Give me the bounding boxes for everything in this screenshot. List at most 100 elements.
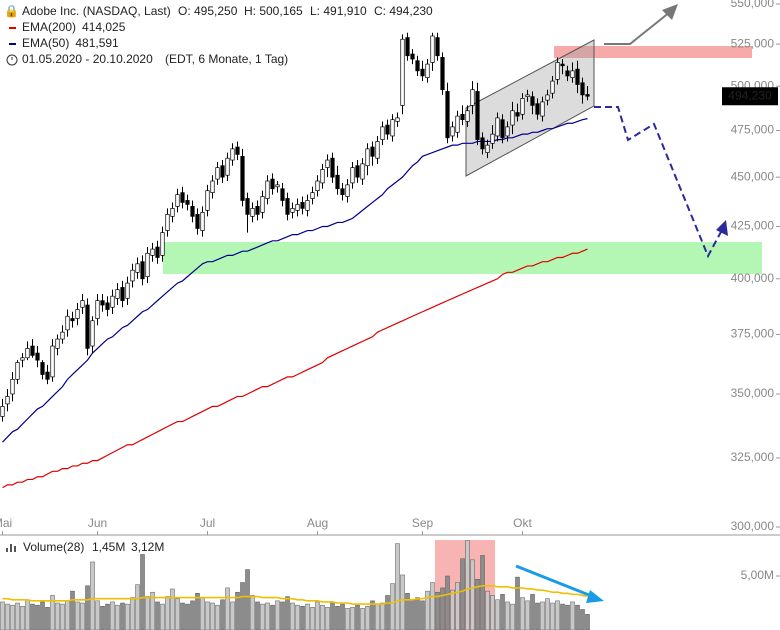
volume-bar: [315, 601, 320, 630]
volume-bar: [535, 602, 540, 630]
candle-body: [515, 112, 520, 117]
candle-body: [385, 124, 390, 135]
candle-body: [285, 198, 290, 215]
volume-bar: [105, 603, 110, 630]
volume-bar: [60, 603, 65, 630]
volume-bar: [380, 602, 385, 630]
volume-bar: [500, 594, 505, 630]
candle-body: [165, 214, 170, 231]
candle-body: [190, 206, 195, 217]
volume-bar: [125, 603, 130, 630]
candle-body: [355, 165, 360, 178]
candle-body: [575, 68, 580, 85]
volume-bar: [365, 606, 370, 630]
volume-title: Volume(28): [23, 540, 84, 554]
candle-body: [240, 155, 245, 201]
candle-body: [90, 320, 95, 347]
volume-bar: [345, 608, 350, 630]
volume-bar: [260, 603, 265, 630]
candle-body: [40, 362, 45, 375]
volume-bar: [250, 595, 255, 630]
volume-bar: [295, 604, 300, 630]
volume-bar: [95, 600, 100, 630]
lock-icon: 🔒: [4, 4, 19, 18]
y-tick-label: 375,000: [731, 327, 775, 341]
volume-bar: [70, 590, 75, 630]
candle-body: [60, 331, 65, 340]
volume-bar: [265, 602, 270, 630]
volume-bar: [395, 543, 400, 630]
volume-bar: [455, 582, 460, 630]
y-tick-label: 350,000: [731, 386, 775, 400]
volume-bar: [405, 593, 410, 630]
volume-arrow: [515, 564, 595, 599]
volume-icon: [14, 546, 16, 552]
candle-body: [470, 89, 475, 106]
volume-bar: [245, 569, 250, 630]
last-price-box: [722, 87, 778, 106]
candle-body: [450, 126, 455, 137]
low-label: L: 491,910: [310, 4, 367, 18]
y-tick-label: 475,000: [731, 123, 775, 137]
volume-bar: [390, 583, 395, 630]
candle-body: [265, 180, 270, 199]
candle-body: [375, 141, 380, 159]
volume-bar: [230, 601, 235, 630]
candle-body: [435, 37, 440, 57]
volume-bar: [415, 597, 420, 630]
volume-bar: [85, 585, 90, 630]
volume-bar: [5, 603, 10, 630]
candle-body: [370, 146, 375, 157]
volume-bar: [525, 600, 530, 630]
candle-body: [305, 200, 310, 211]
volume-bar: [165, 596, 170, 630]
candle-body: [215, 167, 220, 180]
volume-bar: [435, 591, 440, 630]
volume-bar: [0, 601, 5, 630]
volume-bar: [290, 602, 295, 630]
y-tick-label: 425,000: [731, 219, 775, 233]
y-tick-label: 550,000: [731, 0, 775, 10]
volume-bar: [400, 574, 405, 630]
candle-body: [395, 117, 400, 122]
candle-body: [110, 295, 115, 308]
candle-body: [160, 232, 165, 256]
candle-body: [380, 126, 385, 140]
volume-bar: [375, 603, 380, 630]
volume-bar: [140, 554, 145, 630]
candle-body: [400, 38, 405, 106]
candle-body: [155, 246, 160, 258]
candle-body: [250, 208, 255, 217]
legend-label: EMA(50): [22, 36, 69, 50]
volume-value: 1,45M: [92, 540, 125, 554]
candle-body: [335, 174, 340, 190]
volume-bar: [270, 604, 275, 630]
legend-value: 481,591: [75, 36, 119, 50]
chart-title: Adobe Inc. (NASDAQ, Last): [22, 4, 171, 18]
candle-body: [70, 318, 75, 322]
candle-body: [80, 300, 85, 308]
volume-bar: [130, 597, 135, 630]
candle-body: [205, 190, 210, 211]
volume-bar: [495, 599, 500, 630]
candle-body: [405, 37, 410, 57]
candle-body: [100, 300, 105, 306]
volume-bar: [10, 604, 15, 630]
candle-body: [510, 110, 515, 126]
volume-bar: [480, 555, 485, 630]
candle-body: [140, 261, 145, 280]
candle-body: [410, 53, 415, 60]
volume-bar: [320, 604, 325, 630]
volume-bar: [110, 601, 115, 630]
volume-bar: [75, 601, 80, 630]
volume-bar: [180, 602, 185, 630]
candle-body: [75, 309, 80, 319]
volume-bar: [490, 595, 495, 630]
volume-bar: [510, 603, 515, 630]
volume-bar: [465, 540, 470, 630]
volume-bar: [80, 602, 85, 630]
volume-bar: [545, 598, 550, 630]
candle-body: [440, 57, 445, 91]
x-tick-label: Jun: [88, 516, 107, 530]
ema-line: [2, 118, 588, 443]
